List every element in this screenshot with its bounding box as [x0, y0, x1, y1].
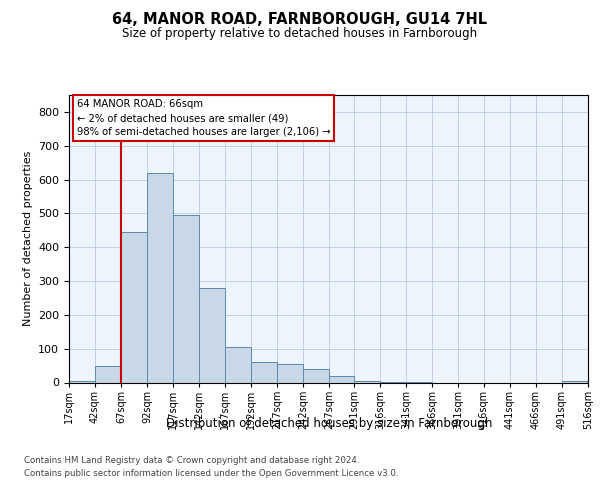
Bar — [303, 369, 329, 382]
Text: Contains HM Land Registry data © Crown copyright and database right 2024.: Contains HM Land Registry data © Crown c… — [24, 456, 359, 465]
Bar — [69, 381, 95, 382]
Text: Contains public sector information licensed under the Open Government Licence v3: Contains public sector information licen… — [24, 468, 398, 477]
Bar — [277, 364, 303, 382]
Text: Distribution of detached houses by size in Farnborough: Distribution of detached houses by size … — [166, 418, 492, 430]
Bar — [199, 288, 225, 382]
Bar — [354, 381, 380, 382]
Y-axis label: Number of detached properties: Number of detached properties — [23, 151, 32, 326]
Bar — [329, 376, 354, 382]
Bar — [251, 362, 277, 382]
Bar — [95, 366, 121, 382]
Text: 64, MANOR ROAD, FARNBOROUGH, GU14 7HL: 64, MANOR ROAD, FARNBOROUGH, GU14 7HL — [112, 12, 488, 28]
Bar — [173, 215, 199, 382]
Text: 64 MANOR ROAD: 66sqm
← 2% of detached houses are smaller (49)
98% of semi-detach: 64 MANOR ROAD: 66sqm ← 2% of detached ho… — [77, 100, 331, 138]
Text: Size of property relative to detached houses in Farnborough: Size of property relative to detached ho… — [122, 28, 478, 40]
Bar — [562, 381, 588, 382]
Bar — [225, 347, 251, 382]
Bar — [121, 232, 147, 382]
Bar — [147, 173, 173, 382]
